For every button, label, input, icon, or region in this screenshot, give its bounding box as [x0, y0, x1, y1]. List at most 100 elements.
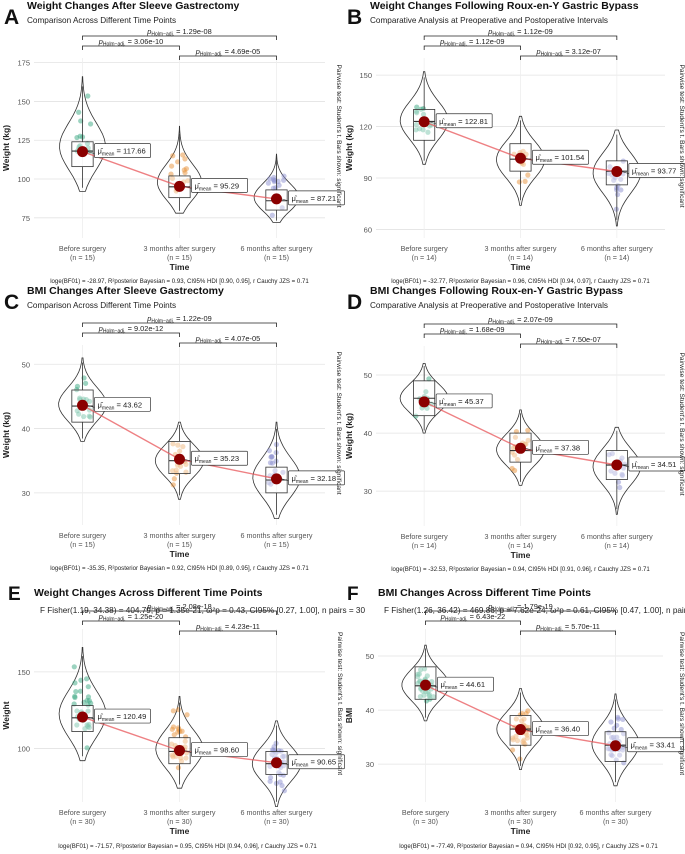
- mean-label-leader: [184, 750, 192, 753]
- significance-bracket: [425, 620, 521, 625]
- data-point: [168, 171, 174, 177]
- mean-label-text: μ̂mean = 122.81: [439, 117, 488, 128]
- data-point: [184, 712, 190, 718]
- data-point: [619, 455, 625, 461]
- mean-label-leader: [525, 729, 533, 732]
- mean-label-text: μ̂mean = 117.66: [98, 147, 146, 158]
- data-point: [84, 745, 90, 751]
- mean-label: μ̂mean = 87.21: [281, 190, 345, 206]
- mean-label: μ̂mean = 43.62: [87, 396, 151, 412]
- y-tick-label: 50: [364, 371, 372, 380]
- mean-label-box: [437, 676, 494, 692]
- y-tick-label: 100: [17, 175, 30, 184]
- bracket-label: pHolm−adj. = 1.68e-09: [439, 325, 504, 336]
- panel-letter: B: [347, 6, 362, 29]
- mean-label-text: μ̂mean = 32.18: [292, 474, 337, 485]
- y-tick-label: 40: [22, 425, 30, 434]
- mean-label-box: [627, 737, 684, 753]
- y-tick-label: 60: [364, 225, 372, 234]
- data-point: [183, 461, 189, 467]
- panel-F: F BMI Changes Across Different Time Point…: [344, 584, 685, 850]
- data-point: [609, 451, 615, 457]
- significance-bracket: [82, 332, 180, 337]
- y-axis-label: Weight (kg): [1, 412, 11, 458]
- significance-bracket: [520, 630, 616, 635]
- x-tick-label: 3 months after surgery: [485, 808, 557, 817]
- mean-label-text: μ̂mean = 44.61: [441, 680, 486, 691]
- data-point: [169, 468, 176, 474]
- mean-label-box: [532, 721, 589, 736]
- footer-statistics: loge(BF01) = -77.49, R²posterior Bayesia…: [399, 843, 658, 850]
- mean-point: [271, 757, 282, 769]
- data-point: [281, 788, 288, 794]
- pairwise-side-note: Pairwise test: Student's t. Bars shown: …: [678, 632, 685, 775]
- mean-label-text: μ̂mean = 93.77: [632, 167, 677, 178]
- mean-point: [271, 473, 282, 485]
- data-point: [170, 482, 176, 488]
- mean-label-box: [94, 143, 151, 158]
- x-tick-n-label: (n = 15): [167, 253, 192, 262]
- data-point: [267, 176, 273, 182]
- significance-bracket: [423, 35, 618, 40]
- mean-label-box: [532, 439, 589, 455]
- x-tick-n-label: (n = 14): [412, 253, 437, 262]
- data-point: [279, 782, 285, 789]
- data-point: [509, 747, 516, 753]
- data-point: [620, 731, 627, 737]
- data-point: [72, 694, 78, 701]
- x-tick-n-label: (n = 30): [508, 817, 533, 826]
- mean-label: μ̂mean = 98.60: [184, 742, 248, 757]
- data-point: [509, 465, 515, 472]
- data-point: [414, 104, 420, 110]
- y-tick-label: 40: [366, 706, 374, 715]
- significance-bracket: [423, 333, 521, 338]
- mean-label-box: [191, 742, 248, 757]
- data-point: [417, 667, 424, 673]
- significance-bracket: [425, 610, 616, 615]
- mean-label-leader: [429, 121, 437, 125]
- mean-label-text: μ̂mean = 33.41: [631, 741, 676, 752]
- footer-statistics: loge(BF01) = -28.97, R²posterior Bayesia…: [50, 278, 309, 285]
- data-point: [415, 674, 421, 680]
- data-point: [182, 738, 188, 744]
- data-point: [170, 441, 176, 447]
- mean-point: [611, 166, 623, 178]
- mean-label: μ̂mean = 34.51: [621, 456, 685, 472]
- mean-label: μ̂mean = 37.38: [525, 439, 589, 455]
- data-point: [185, 178, 191, 184]
- y-tick-label: 50: [366, 652, 374, 661]
- panel-D: D BMI Changes Following Roux-en-Y Gastric…: [344, 285, 685, 573]
- mean-label: μ̂mean = 117.66: [87, 143, 151, 158]
- mean-label: μ̂mean = 95.29: [184, 177, 248, 193]
- mean-label-text: μ̂mean = 95.29: [195, 181, 240, 192]
- data-point: [513, 733, 519, 739]
- data-point: [266, 448, 273, 454]
- data-point: [74, 708, 80, 714]
- data-point: [620, 465, 627, 471]
- mean-label-text: μ̂mean = 90.65: [292, 758, 337, 769]
- data-point: [84, 140, 91, 147]
- mean-label-box: [435, 113, 493, 129]
- data-point: [615, 191, 621, 198]
- x-tick-n-label: (n = 30): [413, 817, 438, 826]
- data-point: [517, 756, 523, 762]
- significance-bracket: [82, 35, 277, 40]
- mean-point: [77, 711, 88, 723]
- data-point: [181, 167, 187, 173]
- x-tick-label: 3 months after surgery: [144, 808, 216, 817]
- x-axis-label: Time: [170, 826, 190, 836]
- mean-label-leader: [621, 171, 629, 174]
- panel-title: BMI Changes After Sleeve Gastrectomy: [27, 285, 224, 297]
- data-point: [424, 673, 430, 679]
- bracket-label: pHolm−adj. = 9.02e-12: [98, 324, 163, 335]
- mean-point: [515, 442, 526, 454]
- data-point: [617, 484, 623, 491]
- significance-bracket: [520, 55, 618, 60]
- panel-subtitle: Comparison Across Different Time Points: [27, 16, 176, 25]
- mean-label-leader: [525, 448, 533, 451]
- data-point: [613, 206, 619, 212]
- data-point: [169, 175, 176, 182]
- data-point: [85, 684, 91, 690]
- data-point: [420, 111, 427, 117]
- mean-point: [420, 679, 431, 691]
